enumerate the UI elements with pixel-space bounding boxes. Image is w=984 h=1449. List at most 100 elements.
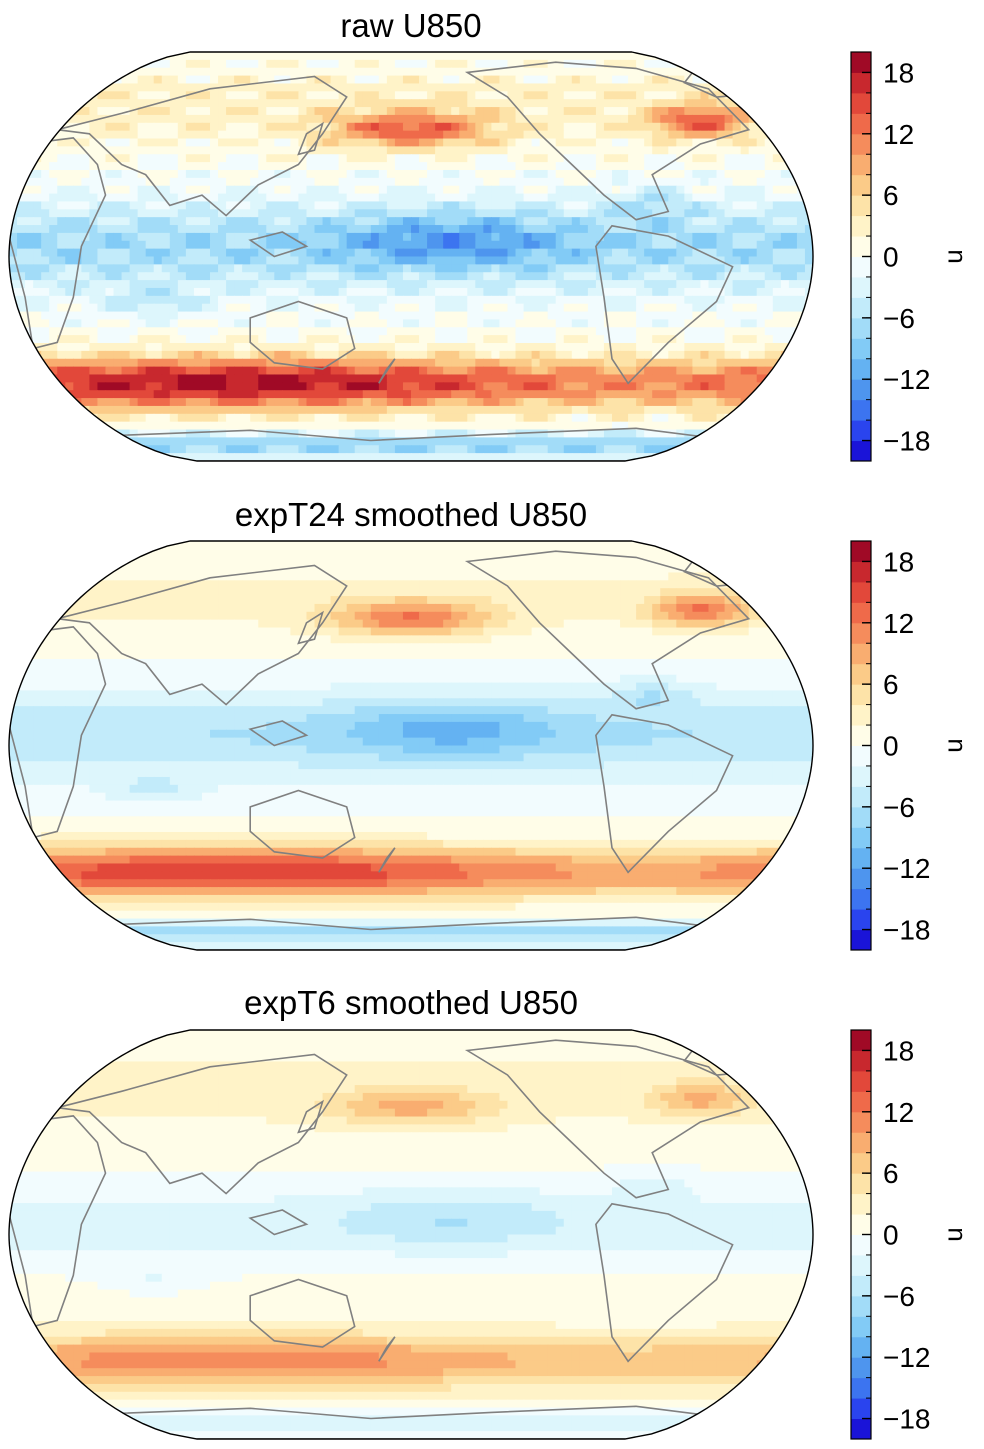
colorbar-segment	[851, 704, 871, 726]
colorbar-segment	[851, 1111, 871, 1133]
colorbar-segment	[851, 440, 871, 462]
panel-title: expT6 smoothed U850	[244, 984, 578, 1021]
colorbar-segment	[851, 1316, 871, 1338]
panel-raw: raw U850 18 12 6 0 −6 −12 −18 u	[8, 7, 968, 462]
colorbar-label: u	[938, 738, 968, 752]
coastlines	[9, 61, 767, 461]
colorbar-segment	[851, 622, 871, 644]
colorbar-tick-label: −12	[883, 364, 931, 395]
colorbar-label: u	[938, 1227, 968, 1241]
colorbar-segment	[851, 602, 871, 624]
colorbar-tick-label: 0	[883, 731, 899, 762]
colorbar-segment	[851, 1418, 871, 1440]
panel-title: raw U850	[340, 7, 481, 44]
coastline	[249, 789, 356, 859]
panel-title: expT24 smoothed U850	[235, 496, 587, 533]
colorbar-tick-label: −18	[883, 1404, 931, 1435]
colorbar-tick-label: −6	[883, 1281, 915, 1312]
colorbar-segment	[851, 1254, 871, 1276]
colorbar-segment	[851, 358, 871, 380]
colorbar-segment	[851, 929, 871, 951]
colorbar-tick-label: −12	[883, 853, 931, 884]
colorbar-segment	[851, 847, 871, 869]
colorbar-segment	[851, 765, 871, 787]
coastline	[595, 1202, 734, 1363]
coastline	[9, 137, 107, 350]
colorbar-segment	[851, 909, 871, 931]
coastlines	[9, 550, 767, 950]
coastline	[57, 75, 348, 217]
coastline	[464, 550, 751, 710]
colorbar-segment	[851, 379, 871, 401]
colorbar-tick-label: −6	[883, 792, 915, 823]
colorbar-segment	[851, 1398, 871, 1420]
colorbar-tick-label: 12	[883, 1097, 914, 1128]
coastline	[9, 1115, 107, 1328]
colorbar-segment	[851, 1234, 871, 1256]
map-outline	[8, 540, 814, 951]
colorbar-segment	[851, 1132, 871, 1154]
colorbar-segment	[851, 541, 871, 562]
colorbar-segment	[851, 215, 871, 237]
colorbar-segment	[851, 317, 871, 339]
coastline	[464, 61, 751, 221]
colorbar-segment	[851, 868, 871, 890]
colorbar-segment	[851, 399, 871, 421]
coastline	[9, 626, 107, 839]
coastline	[46, 427, 751, 461]
colorbar-segment	[851, 1091, 871, 1113]
coastline	[297, 121, 324, 156]
colorbar-segment	[851, 276, 871, 298]
coastline	[297, 1099, 324, 1134]
coastline	[464, 1039, 751, 1199]
colorbar: 18 12 6 0 −6 −12 −18 u	[850, 51, 968, 462]
colorbar-segment	[851, 786, 871, 808]
colorbar-segment	[851, 643, 871, 665]
colorbar-tick-label: 12	[883, 608, 914, 639]
coastline	[378, 358, 396, 384]
colorbar-segment	[851, 1214, 871, 1235]
colorbar-segment	[851, 1193, 871, 1215]
colorbar-tick-label: 12	[883, 119, 914, 150]
colorbar-segment	[851, 663, 871, 685]
map-field	[9, 52, 813, 461]
map-field	[9, 1030, 813, 1439]
map-outline	[8, 51, 814, 462]
colorbar-segment	[851, 113, 871, 135]
colorbar-segment	[851, 1173, 871, 1195]
colorbar-segment	[851, 561, 871, 583]
panel-exp-t24: expT24 smoothed U850 18 12 6 0 −6 −12 −18 u	[8, 496, 968, 951]
colorbar-segment	[851, 806, 871, 828]
colorbar-segment	[851, 133, 871, 155]
colorbar-segment	[851, 1030, 871, 1051]
colorbar-segment	[851, 72, 871, 94]
coastline	[378, 847, 396, 873]
colorbar-tick-label: 0	[883, 1220, 899, 1251]
colorbar-segment	[851, 1295, 871, 1317]
coastline	[297, 610, 324, 645]
coastline	[248, 1209, 309, 1236]
colorbar-tick-label: 6	[883, 180, 899, 211]
colorbar: 18 12 6 0 −6 −12 −18 u	[850, 540, 968, 951]
colorbar-segment	[851, 745, 871, 767]
colorbar-tick-label: −12	[883, 1342, 931, 1373]
colorbar-segment	[851, 297, 871, 319]
colorbar-segment	[851, 92, 871, 114]
colorbar-segment	[851, 256, 871, 278]
colorbar-segment	[851, 1336, 871, 1358]
colorbar-segment	[851, 1152, 871, 1174]
coastline	[248, 231, 309, 258]
colorbar-tick-label: −6	[883, 303, 915, 334]
colorbar-tick-label: 18	[883, 1035, 914, 1066]
colorbar-tick-label: 18	[883, 57, 914, 88]
colorbar-segment	[851, 154, 871, 176]
colorbar-tick-label: 6	[883, 1158, 899, 1189]
colorbar-segment	[851, 52, 871, 73]
colorbar-tick-label: −18	[883, 915, 931, 946]
colorbar-tick-label: 18	[883, 546, 914, 577]
coastline	[595, 713, 734, 874]
colorbar-label: u	[938, 249, 968, 263]
coastline	[46, 1405, 751, 1439]
coastline	[378, 1336, 396, 1362]
